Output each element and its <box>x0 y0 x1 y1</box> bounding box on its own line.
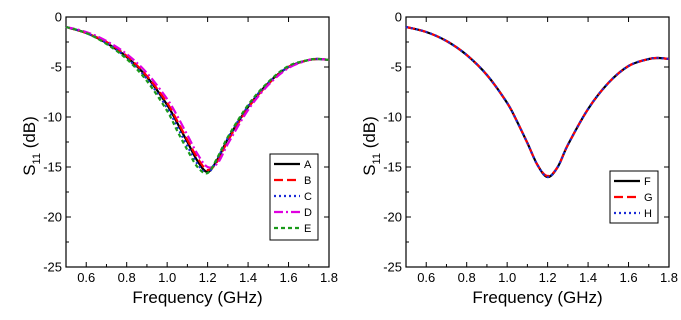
x-tick-label: 1.2 <box>539 270 557 285</box>
series-line-E <box>65 25 330 175</box>
chart-panel-1: 0 -5 -10 -15 -20 -25 0.6 0.8 1.0 1.2 1.4 1.6 1.8 Freq… <box>20 10 338 308</box>
y-tick-label: -10 <box>383 110 402 125</box>
legend-label-F: F <box>644 176 651 188</box>
y-tick-label: 0 <box>55 10 62 25</box>
legend: FGH <box>609 170 659 224</box>
series-line-C <box>65 25 330 175</box>
legend-label-A: A <box>304 159 312 171</box>
series-line-H <box>405 25 670 179</box>
y-tick-label: -20 <box>43 210 62 225</box>
series-line-D <box>65 25 330 169</box>
x-tick-label: 1.4 <box>579 270 597 285</box>
y-axis-title-unit: (dB) <box>20 116 39 153</box>
series-line-A <box>65 25 330 174</box>
legend-label-D: D <box>304 207 312 219</box>
x-axis-title: Frequency (GHz) <box>132 288 262 307</box>
legend-label-E: E <box>304 223 311 235</box>
y-tick-label: -5 <box>390 60 402 75</box>
plot-frame <box>405 16 670 268</box>
legend-label-H: H <box>644 208 652 220</box>
chart-panel-2: 0 -5 -10 -15 -20 -25 0.6 0.8 1.0 1.2 1.4 1.6 1.8 Freq… <box>360 10 678 308</box>
x-tick-label: 1.6 <box>619 270 637 285</box>
series-line-B <box>65 25 330 172</box>
x-tick-label: 1.8 <box>660 270 678 285</box>
x-tick-label: 1.0 <box>158 270 176 285</box>
y-tick-label: -25 <box>43 260 62 275</box>
x-tick-label: 1.6 <box>279 270 297 285</box>
y-tick-label: -15 <box>43 160 62 175</box>
x-tick-label: 1.8 <box>320 270 338 285</box>
y-axis-title-subscript: 11 <box>31 153 43 164</box>
series-line-G <box>405 25 670 178</box>
y-axis-title-unit: (dB) <box>360 116 379 153</box>
x-tick-label: 0.6 <box>77 270 95 285</box>
x-tick-label: 0.8 <box>118 270 136 285</box>
legend-label-C: C <box>304 191 312 203</box>
legend-label-G: G <box>644 192 653 204</box>
y-tick-label: -15 <box>383 160 402 175</box>
x-tick-label: 0.6 <box>417 270 435 285</box>
series-line-F <box>405 25 670 179</box>
y-axis-title-main: S <box>360 164 379 175</box>
x-axis-title: Frequency (GHz) <box>472 288 602 307</box>
y-tick-label: 0 <box>395 10 402 25</box>
y-tick-label: -20 <box>383 210 402 225</box>
y-tick-label: -5 <box>50 60 62 75</box>
y-axis-title-main: S <box>20 164 39 175</box>
x-tick-label: 0.8 <box>458 270 476 285</box>
x-tick-label: 1.2 <box>199 270 217 285</box>
y-axis-title-subscript: 11 <box>371 153 383 164</box>
y-tick-label: -10 <box>43 110 62 125</box>
y-tick-label: -25 <box>383 260 402 275</box>
y-axis-title: S11 (dB) <box>20 116 43 176</box>
y-axis-title: S11 (dB) <box>360 116 383 176</box>
legend-label-B: B <box>304 175 311 187</box>
x-tick-label: 1.0 <box>498 270 516 285</box>
x-tick-label: 1.4 <box>239 270 257 285</box>
